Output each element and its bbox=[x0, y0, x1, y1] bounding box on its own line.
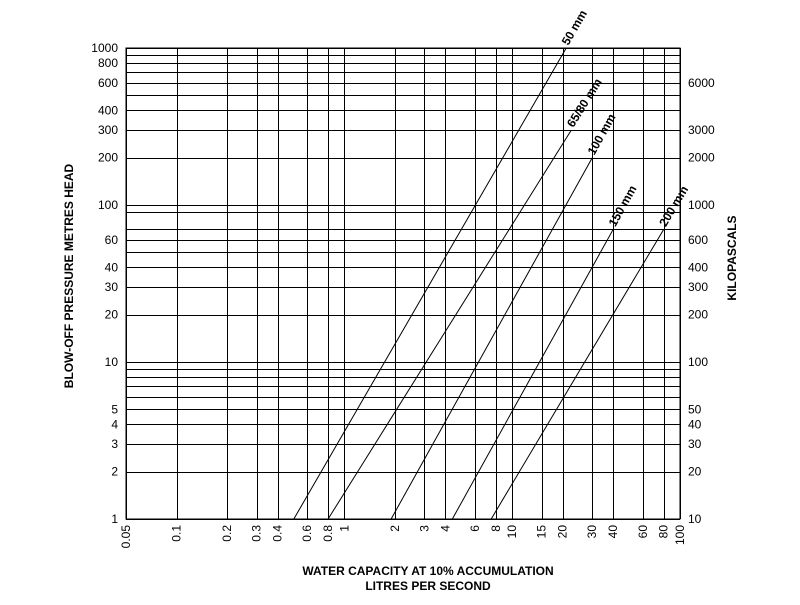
x-tick-label: 0.1 bbox=[170, 525, 184, 542]
series-line-4 bbox=[451, 229, 614, 520]
y-tick-label-right: 10 bbox=[688, 512, 702, 526]
y-tick-label-left: 100 bbox=[98, 198, 118, 212]
y-tick-label-left: 300 bbox=[98, 123, 118, 137]
series-line-3 bbox=[390, 157, 593, 520]
x-axis-title: WATER CAPACITY AT 10% ACCUMULATION bbox=[302, 564, 553, 578]
x-tick-label: 3 bbox=[417, 525, 431, 532]
y-tick-label-left: 40 bbox=[105, 260, 119, 274]
y-tick-label-left: 200 bbox=[98, 151, 118, 165]
y-tick-label-right: 600 bbox=[688, 233, 708, 247]
y-tick-label-left: 1 bbox=[111, 512, 118, 526]
y-tick-label-left: 30 bbox=[105, 280, 119, 294]
y-tick-label-left: 600 bbox=[98, 76, 118, 90]
series-label-5: 200 mm bbox=[656, 183, 691, 229]
y-tick-label-right: 1000 bbox=[688, 198, 715, 212]
y-tick-label-right: 200 bbox=[688, 308, 708, 322]
x-tick-label: 80 bbox=[657, 525, 671, 539]
y-tick-label-right: 30 bbox=[688, 437, 702, 451]
x-tick-label: 6 bbox=[468, 525, 482, 532]
x-tick-label: 15 bbox=[535, 525, 549, 539]
plot-frame bbox=[125, 47, 681, 520]
y-axis-left-title: BLOW-OFF PRESSURE METRES HEAD bbox=[62, 163, 76, 388]
y-tick-label-right: 50 bbox=[688, 402, 702, 416]
y-tick-label-right: 300 bbox=[688, 280, 708, 294]
y-tick-label-left: 20 bbox=[105, 308, 119, 322]
y-axis-right-title: KILOPASCALS bbox=[725, 215, 739, 300]
y-tick-label-left: 10 bbox=[105, 355, 119, 369]
x-tick-label: 20 bbox=[556, 525, 570, 539]
x-tick-label: 8 bbox=[489, 525, 503, 532]
x-tick-label: 1 bbox=[337, 525, 351, 532]
x-tick-label: 0.2 bbox=[220, 525, 234, 542]
y-tick-label-left: 2 bbox=[111, 465, 118, 479]
series-line-5 bbox=[490, 229, 665, 520]
x-tick-label: 2 bbox=[388, 525, 402, 532]
x-tick-label: 0.8 bbox=[321, 525, 335, 542]
x-tick-label: 40 bbox=[606, 525, 620, 539]
y-tick-label-right: 40 bbox=[688, 417, 702, 431]
y-tick-label-left: 400 bbox=[98, 103, 118, 117]
y-tick-label-left: 1000 bbox=[91, 41, 118, 55]
y-tick-label-right: 2000 bbox=[688, 151, 715, 165]
x-tick-label: 60 bbox=[636, 525, 650, 539]
y-tick-label-right: 100 bbox=[688, 355, 708, 369]
y-tick-label-left: 3 bbox=[111, 437, 118, 451]
series-line-2 bbox=[327, 129, 572, 520]
x-tick-label: 0.3 bbox=[250, 525, 264, 542]
y-tick-label-left: 60 bbox=[105, 233, 119, 247]
x-tick-label: 0.05 bbox=[119, 525, 133, 549]
y-tick-label-right: 400 bbox=[688, 260, 708, 274]
grid-lines bbox=[126, 48, 681, 520]
y-tick-label-left: 5 bbox=[111, 402, 118, 416]
y-tick-label-right: 6000 bbox=[688, 76, 715, 90]
x-axis-ticks: 0.05 0.1 0.2 0.3 0.4 0.6 0.8 1 2 3 4 6 8 10 15 20 30 40 60… bbox=[119, 525, 687, 549]
x-axis-subtitle: LITRES PER SECOND bbox=[365, 579, 491, 593]
x-tick-label: 0.6 bbox=[300, 525, 314, 542]
x-tick-label: 0.4 bbox=[271, 525, 285, 542]
x-tick-label: 10 bbox=[505, 525, 519, 539]
x-tick-label: 30 bbox=[585, 525, 599, 539]
y-tick-label-right: 3000 bbox=[688, 123, 715, 137]
y-tick-label-left: 800 bbox=[98, 56, 118, 70]
series-lines bbox=[293, 47, 665, 520]
series-line-1 bbox=[293, 47, 567, 520]
x-tick-label: 100 bbox=[673, 525, 687, 545]
y-tick-label-right: 20 bbox=[688, 465, 702, 479]
y-tick-label-left: 4 bbox=[111, 417, 118, 431]
x-tick-label: 4 bbox=[438, 525, 452, 532]
series-label-1: 50 mm bbox=[559, 8, 590, 48]
